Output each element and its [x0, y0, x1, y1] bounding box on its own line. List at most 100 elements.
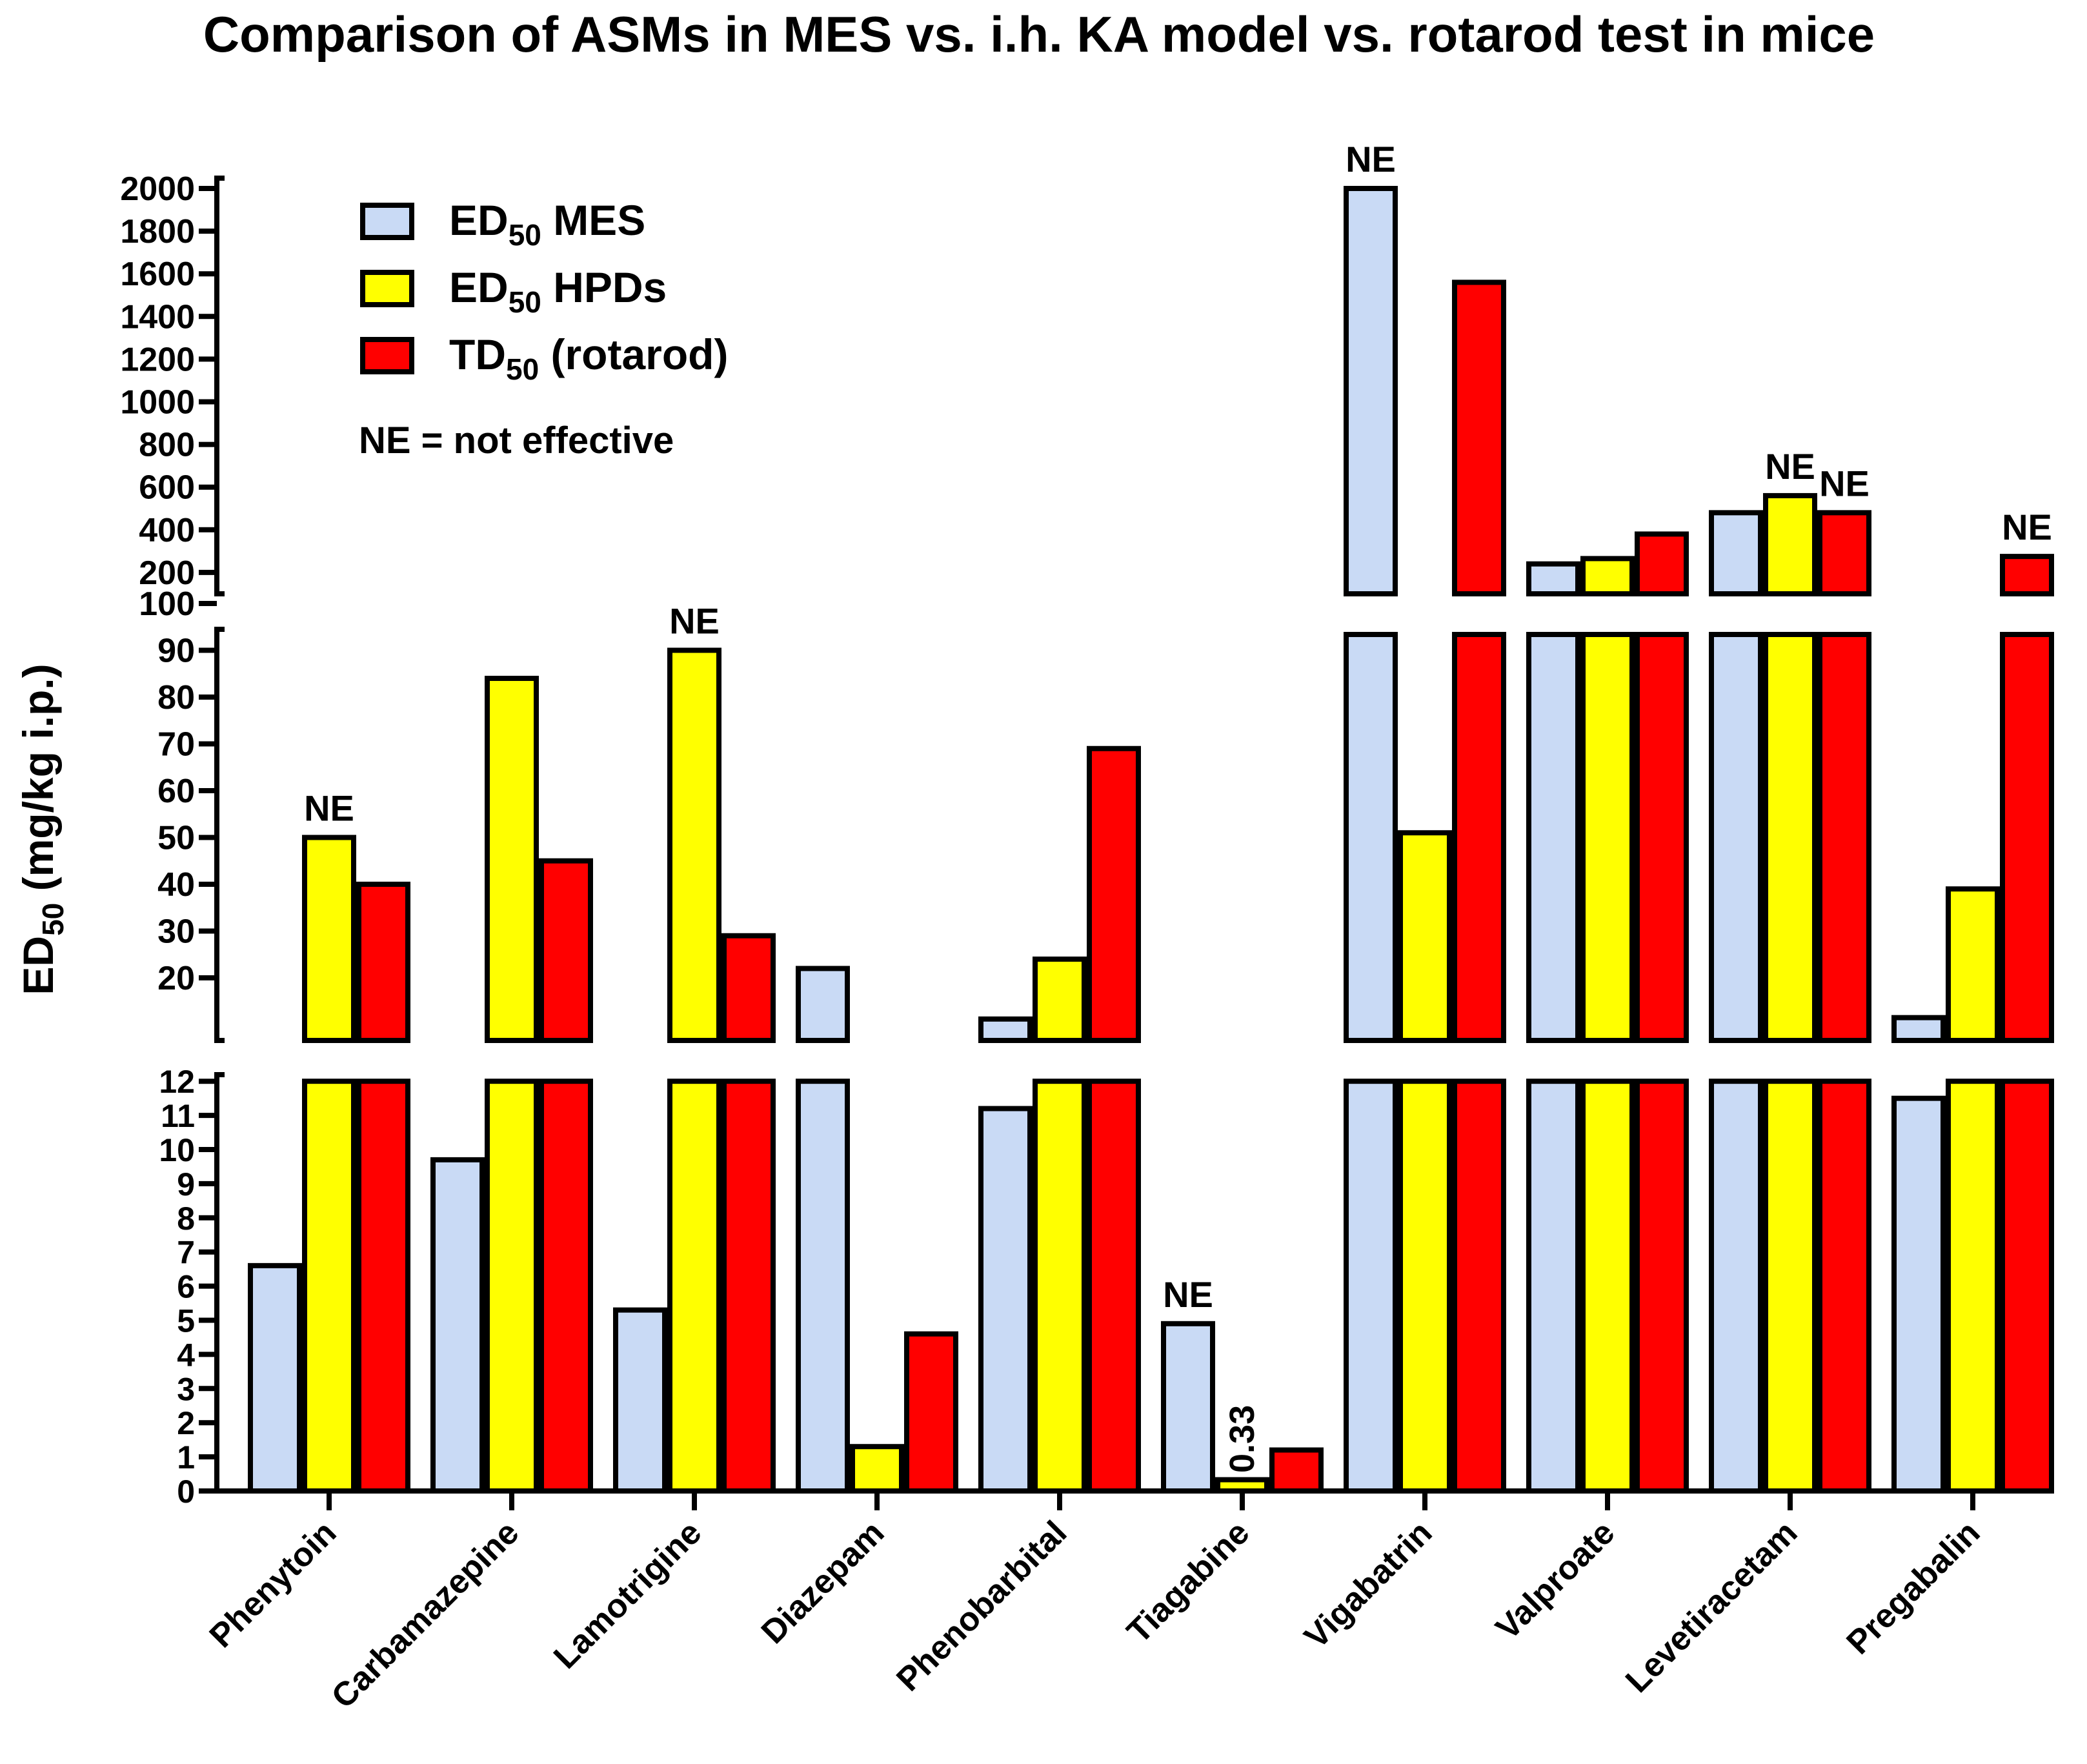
legend-label-td50-rotarod: TD50 (rotarod): [449, 330, 728, 386]
y-tick-label: 1800: [120, 213, 195, 250]
bars: [248, 186, 2054, 1494]
bar-phenobarbital-ed50-mes: [978, 1106, 1033, 1494]
y-tick-label: 7: [177, 1235, 195, 1271]
bar-pregabalin-ed50-hpds: [1946, 886, 2000, 1043]
ne-label: NE: [1163, 1274, 1213, 1315]
bar-pregabalin-td50-rotarod: [2000, 554, 2054, 596]
y-tick-label: 1000: [120, 384, 195, 421]
bar-vigabatrin-ed50-mes: [1344, 632, 1398, 1043]
legend-swatch-ed50-hpds: [360, 270, 414, 307]
x-tick-label-diazepam: Diazepam: [754, 1514, 892, 1651]
bar-vigabatrin-td50-rotarod: [1452, 632, 1506, 1043]
bar-diazepam-ed50-hpds: [850, 1444, 904, 1494]
chart-title: Comparison of ASMs in MES vs. i.h. KA mo…: [203, 6, 1875, 63]
y-tick-label: 400: [139, 512, 195, 549]
bar-carbamazepine-ed50-hpds: [485, 676, 539, 1043]
bar-levetiracetam-td50-rotarod: [1817, 510, 1871, 596]
legend: ED50 MES ED50 HPDs TD50 (rotarod) NE = not …: [359, 196, 728, 461]
x-tick-label-tiagabine: Tiagabine: [1120, 1514, 1257, 1650]
bar-phenytoin-td50-rotarod: [356, 1079, 410, 1494]
bar-lamotrigine-td50-rotarod: [721, 1079, 776, 1494]
x-tick-label-valproate: Valproate: [1489, 1514, 1622, 1647]
ne-label: NE: [2002, 507, 2052, 547]
y-tick-label: 1400: [120, 298, 195, 336]
bar-levetiracetam-ed50-mes: [1709, 510, 1763, 596]
bar-valproate-ed50-hpds: [1580, 556, 1635, 596]
bar-diazepam-ed50-mes: [796, 966, 850, 1043]
y-tick-label: 4: [177, 1337, 195, 1373]
legend-swatch-ed50-mes: [360, 203, 414, 240]
y-tick-label: 0: [177, 1474, 195, 1510]
bar-pregabalin-ed50-mes: [1891, 1095, 1946, 1494]
bar-tiagabine-ed50-hpds: [1215, 1477, 1269, 1494]
y-tick-label: 3: [177, 1371, 195, 1407]
y-axis-label: ED50 (mg/kg i.p.): [14, 664, 70, 995]
bar-valproate-ed50-mes: [1526, 1079, 1580, 1494]
bar-levetiracetam-ed50-mes: [1709, 632, 1763, 1043]
bar-diazepam-td50-rotarod: [904, 1331, 958, 1494]
y-tick-label: 200: [139, 554, 195, 592]
y-tick-label: 9: [177, 1166, 195, 1202]
bar-phenobarbital-ed50-mes: [978, 1016, 1033, 1044]
bar-valproate-ed50-hpds: [1580, 1079, 1635, 1494]
bar-carbamazepine-ed50-mes: [430, 1157, 485, 1494]
y-tick-label: 20: [157, 960, 195, 997]
bar-valproate-td50-rotarod: [1635, 1079, 1689, 1494]
y-tick-label: 30: [157, 913, 195, 951]
legend-label-ed50-mes: ED50 MES: [449, 196, 645, 252]
y-tick-label: 6: [177, 1269, 195, 1305]
y-tick-label: 8: [177, 1201, 195, 1237]
y-axis: 0123456789101112203040506070809010020040…: [120, 170, 2044, 1510]
y-tick-label: 40: [157, 866, 195, 904]
bar-lamotrigine-td50-rotarod: [721, 933, 776, 1043]
bar-phenobarbital-td50-rotarod: [1087, 745, 1141, 1043]
x-tick-label-lamotrigine: Lamotrigine: [547, 1514, 709, 1676]
y-tick-label: 60: [157, 773, 195, 810]
bar-levetiracetam-ed50-hpds: [1763, 632, 1817, 1043]
y-tick-label: 80: [157, 679, 195, 716]
bar-levetiracetam-ed50-hpds: [1763, 492, 1817, 596]
bar-vigabatrin-ed50-hpds: [1398, 1079, 1452, 1494]
bar-levetiracetam-ed50-hpds: [1763, 1079, 1817, 1494]
y-tick-label: 100: [139, 585, 195, 623]
y-tick-label: 5: [177, 1303, 195, 1339]
bar-valproate-ed50-mes: [1526, 632, 1580, 1043]
bar-vigabatrin-ed50-mes: [1344, 186, 1398, 596]
ne-label: NE: [304, 788, 354, 829]
bar-pregabalin-td50-rotarod: [2000, 1079, 2054, 1494]
y-tick-label: 2000: [120, 170, 195, 208]
y-tick-label: 90: [157, 633, 195, 670]
x-tick-label-carbamazepine: Carbamazepine: [325, 1514, 527, 1716]
bar-pregabalin-td50-rotarod: [2000, 632, 2054, 1043]
bar-lamotrigine-ed50-hpds: [667, 647, 721, 1043]
bar-phenytoin-ed50-hpds: [302, 835, 356, 1043]
bar-lamotrigine-ed50-hpds: [667, 1079, 721, 1494]
bar-vigabatrin-ed50-mes: [1344, 1079, 1398, 1494]
ne-label: NE: [669, 601, 720, 642]
bar-pregabalin-ed50-hpds: [1946, 1079, 2000, 1494]
y-tick-label: 1600: [120, 256, 195, 293]
bar-carbamazepine-td50-rotarod: [539, 858, 593, 1043]
bar-phenobarbital-td50-rotarod: [1087, 1079, 1141, 1494]
bar-phenobarbital-ed50-hpds: [1033, 1079, 1087, 1494]
legend-label-ed50-hpds: ED50 HPDs: [449, 263, 667, 319]
bar-valproate-td50-rotarod: [1635, 531, 1689, 596]
y-tick-label: 12: [159, 1064, 195, 1100]
x-tick-label-levetiracetam: Levetiracetam: [1618, 1514, 1804, 1699]
bar-valproate-td50-rotarod: [1635, 632, 1689, 1043]
y-tick-label: 50: [157, 820, 195, 857]
bar-carbamazepine-td50-rotarod: [539, 1079, 593, 1494]
y-tick-label: 600: [139, 469, 195, 507]
x-tick-label-phenytoin: Phenytoin: [203, 1514, 344, 1655]
legend-swatch-td50-rotarod: [360, 337, 414, 374]
tiagabine-value-label: 0.33: [1223, 1405, 1262, 1473]
y-tick-label: 1200: [120, 341, 195, 378]
ne-label: NE: [1819, 463, 1870, 503]
ne-label: NE: [1346, 139, 1396, 179]
bar-vigabatrin-td50-rotarod: [1452, 279, 1506, 596]
y-tick-label: 10: [159, 1132, 195, 1168]
bar-levetiracetam-ed50-mes: [1709, 1079, 1763, 1494]
